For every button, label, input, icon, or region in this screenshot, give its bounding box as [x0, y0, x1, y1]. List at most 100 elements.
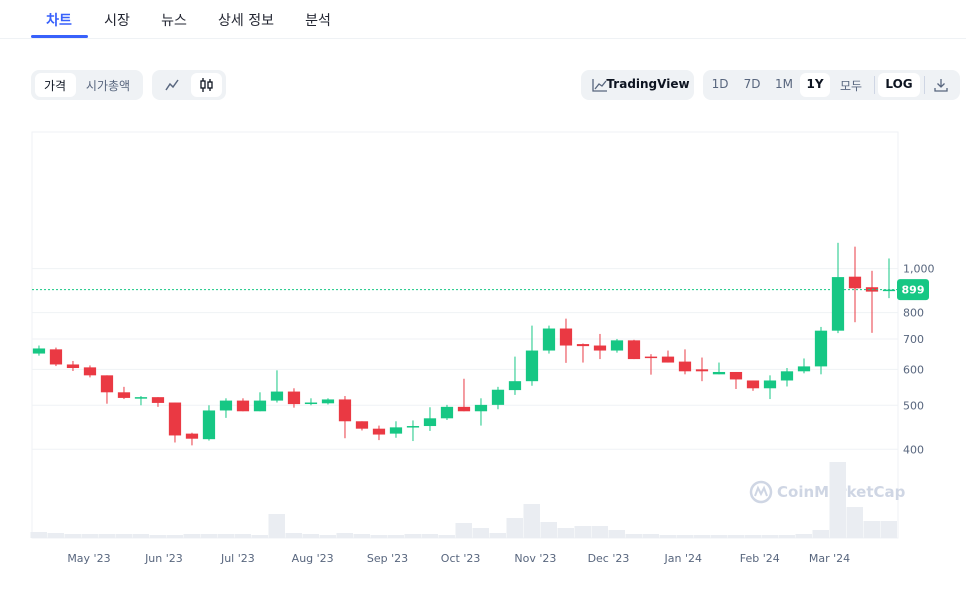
candle-body	[576, 344, 590, 347]
tradingview-label[interactable]: TradingView	[606, 77, 690, 91]
active-tab-underline	[31, 35, 88, 38]
tab[interactable]: 뉴스	[161, 13, 187, 29]
candle-body	[593, 345, 607, 351]
volume-bar	[115, 534, 132, 538]
volume-bar	[319, 535, 336, 538]
volume-bar	[353, 534, 370, 538]
watermark: CoinMarketCap	[749, 480, 906, 504]
candle-body	[525, 350, 539, 382]
volume-bar	[812, 530, 829, 538]
volume-bar	[132, 534, 149, 538]
volume-bar	[183, 534, 200, 538]
log-button[interactable]: LOG	[885, 77, 913, 91]
active-pill	[35, 73, 76, 97]
candle-body	[304, 402, 318, 405]
x-tick-label: Aug '23	[292, 552, 334, 565]
volume-bar	[81, 534, 98, 538]
candle-body	[372, 428, 386, 435]
volume-bar	[795, 534, 812, 538]
metric-button[interactable]: 시가총액	[85, 79, 131, 93]
volume-bar	[336, 533, 353, 538]
candle-body	[151, 397, 165, 403]
volume-bar	[863, 521, 880, 538]
x-tick-label: Feb '24	[740, 552, 780, 565]
line-icon[interactable]	[165, 79, 179, 91]
candle-body	[678, 361, 692, 372]
volume-bar	[404, 534, 421, 538]
volume-bar	[659, 535, 676, 538]
volume-bar	[574, 526, 591, 538]
volume-bar	[268, 514, 285, 538]
x-tick-label: Oct '23	[441, 552, 481, 565]
x-tick-label: May '23	[67, 552, 110, 565]
candle-body	[746, 380, 760, 389]
candle-body	[338, 399, 352, 422]
tab[interactable]: 상세 정보	[218, 13, 274, 29]
y-tick-label: 800	[903, 307, 924, 320]
range-button[interactable]: 1Y	[806, 77, 824, 91]
metric-button[interactable]: 가격	[43, 79, 67, 93]
volume-bar	[455, 523, 472, 538]
candle-body	[695, 369, 709, 372]
volume-bar	[846, 507, 863, 538]
candle-body	[763, 380, 777, 389]
volume-bar	[642, 534, 659, 538]
tab[interactable]: 시장	[104, 13, 130, 29]
candle-body	[440, 406, 454, 419]
volume-bar	[200, 534, 217, 538]
x-tick-label: Jul '23	[220, 552, 255, 565]
candle-body	[797, 366, 811, 372]
volume-bar	[710, 535, 727, 538]
candle-body	[661, 356, 675, 363]
volume-bar	[370, 535, 387, 538]
x-tick-label: Mar '24	[809, 552, 850, 565]
volume-bar	[234, 534, 251, 538]
volume-bar	[30, 532, 47, 538]
chart-type-toggle	[152, 70, 226, 100]
candle-body	[729, 371, 743, 380]
volume-bar	[761, 535, 778, 538]
volume-bar	[302, 534, 319, 538]
candle-body	[66, 364, 80, 369]
candle-body	[168, 402, 182, 436]
candle-body	[100, 375, 114, 393]
candle-icon[interactable]	[200, 78, 213, 92]
volume-bar	[540, 522, 557, 538]
chart-type-icons	[165, 78, 213, 92]
volume-bar	[217, 534, 234, 538]
tab[interactable]: 차트	[46, 13, 72, 29]
range-button[interactable]: 7D	[743, 77, 761, 91]
download-icon[interactable]	[934, 78, 948, 92]
candle-body	[508, 381, 522, 391]
y-tick-label: 1,000	[903, 263, 935, 276]
candle-body	[355, 421, 369, 429]
active-pill	[191, 73, 222, 97]
range-button[interactable]: 모두	[839, 79, 863, 93]
candle-body	[780, 371, 794, 381]
candle-body	[202, 410, 216, 440]
candle-body	[134, 397, 148, 399]
candle-body	[32, 348, 46, 354]
range-button[interactable]: 1M	[775, 77, 793, 91]
candle-body	[117, 392, 131, 398]
volume-bar	[64, 534, 81, 538]
tab[interactable]: 분석	[305, 13, 331, 29]
candle-body	[270, 391, 284, 401]
candle-body	[253, 400, 267, 412]
candle-body	[848, 276, 862, 289]
volume-bar	[676, 535, 693, 538]
candle-body	[406, 426, 420, 428]
volume-bar	[387, 535, 404, 538]
tab-divider	[0, 38, 966, 39]
x-tick-label: Jan '24	[664, 552, 702, 565]
candle-body	[627, 340, 641, 360]
candle-body	[185, 433, 199, 439]
volume-bar	[744, 535, 761, 538]
y-tick-label: 400	[903, 443, 924, 456]
tradingview-icon	[592, 79, 607, 92]
current-price-label: 899	[902, 284, 925, 297]
range-button[interactable]: 1D	[711, 77, 729, 91]
candle-body	[559, 328, 573, 346]
